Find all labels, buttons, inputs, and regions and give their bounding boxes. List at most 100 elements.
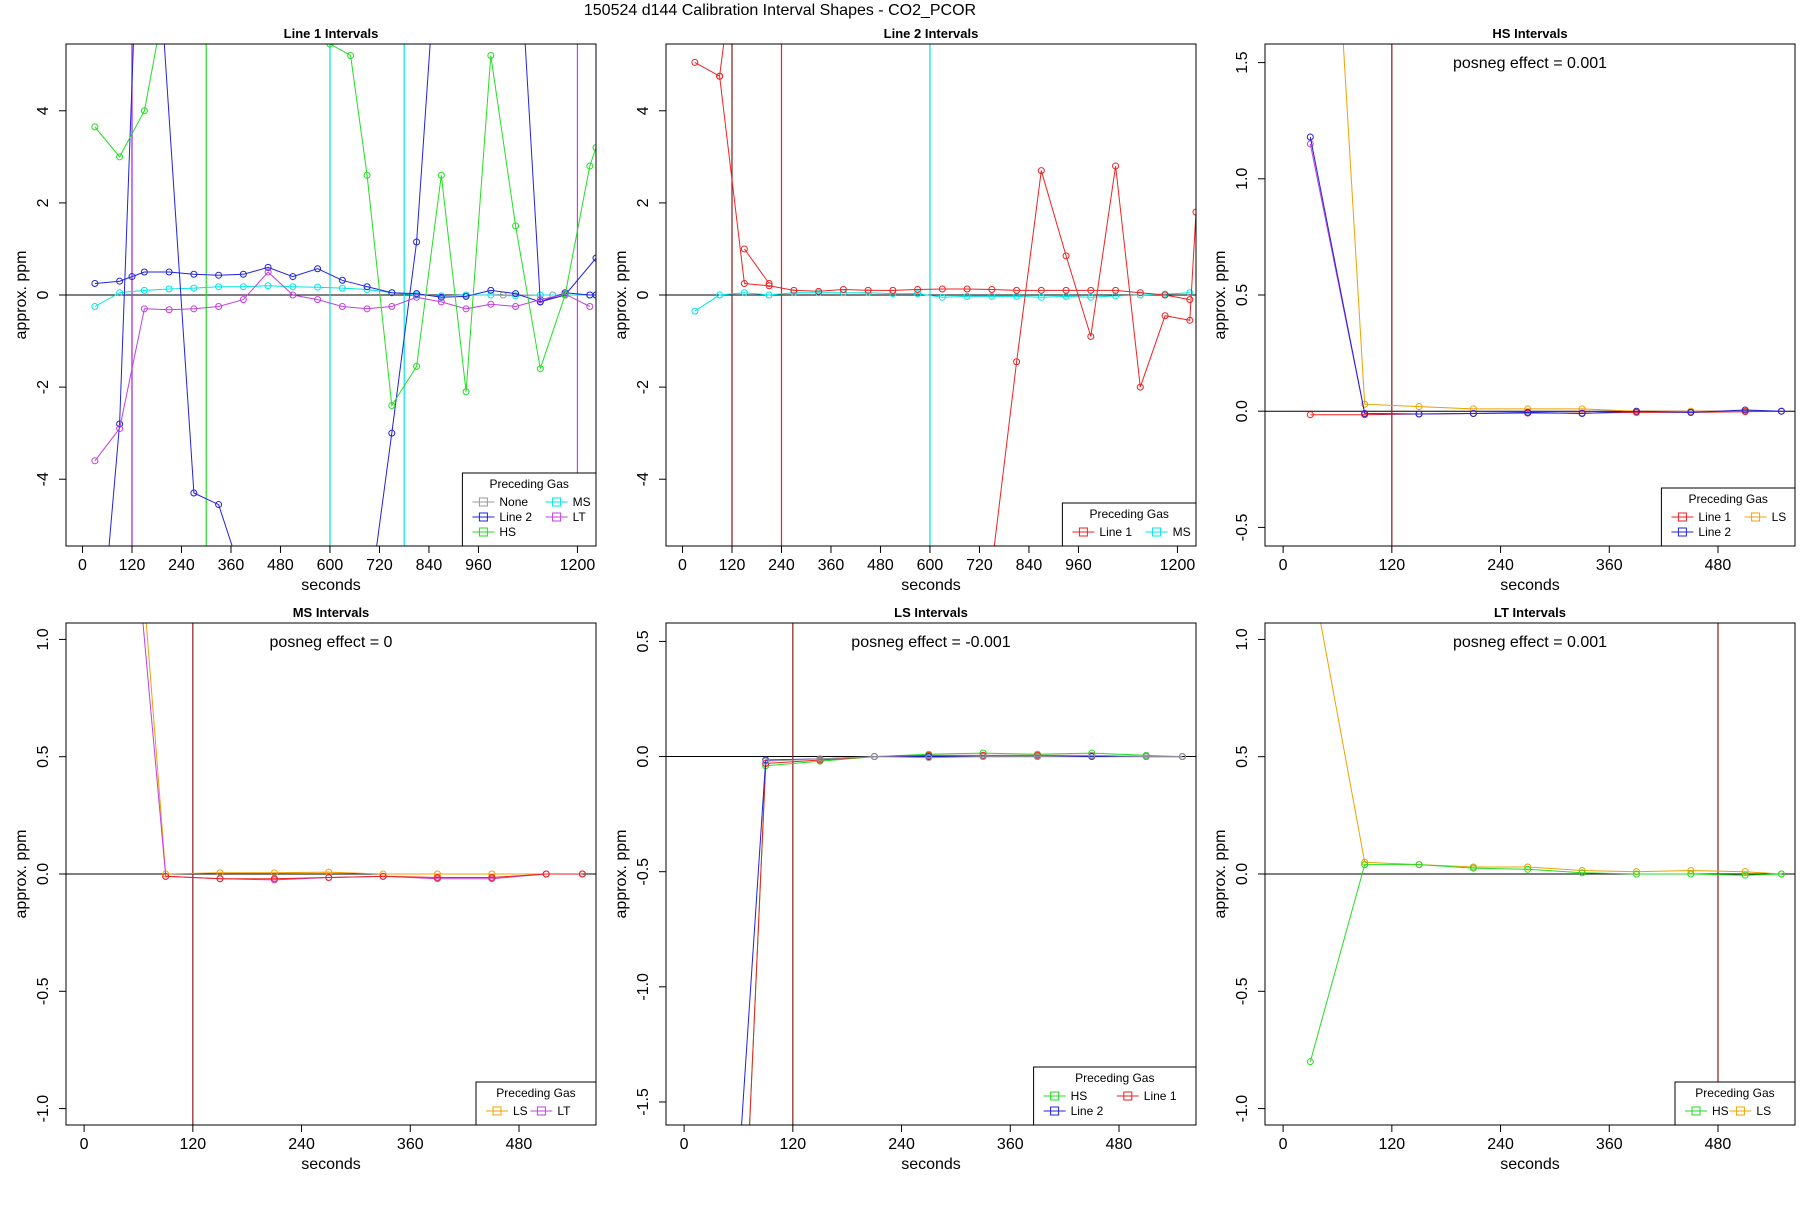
data-point [264, 282, 272, 290]
data-point [716, 72, 724, 80]
data-point [536, 298, 544, 306]
data-point [561, 291, 569, 299]
y-tick-label: -1.0 [35, 1095, 52, 1123]
data-point [91, 123, 99, 131]
data-point [740, 245, 748, 253]
panel-5: LT Intervals 0 120 240 360 480 seconds -1.0 -0.5… [1212, 605, 1796, 1173]
data-point [165, 268, 173, 276]
data-point [1306, 133, 1314, 141]
data-point [578, 870, 586, 878]
legend-box [1061, 502, 1197, 547]
y-tick-label: -0.5 [1234, 514, 1251, 542]
x-tick-label: 600 [317, 557, 344, 574]
data-point [988, 292, 996, 300]
legend: Preceding Gas None MS Line 2 LT HS [461, 472, 597, 547]
data-point [512, 290, 520, 298]
x-tick-label: 480 [1106, 1136, 1133, 1153]
data-point [1469, 410, 1477, 418]
series-line-hs [94, 44, 158, 158]
legend-swatch-marker [1677, 512, 1687, 522]
panel-title: MS Intervals [293, 605, 370, 620]
y-tick-label: -2 [35, 380, 52, 394]
data-point [1415, 410, 1423, 418]
plot-area [666, 623, 1196, 1174]
data-point [239, 296, 247, 304]
data-point [1777, 870, 1785, 878]
data-point [270, 875, 278, 883]
legend-swatch-marker [1735, 1106, 1745, 1116]
y-axis-label: approx. ppm [1212, 830, 1229, 919]
data-point [1415, 403, 1423, 411]
data-point [239, 270, 247, 278]
data-point [1306, 1058, 1314, 1066]
legend-swatch-marker [478, 497, 488, 507]
series-line-hs [749, 752, 1183, 1125]
data-point [745, 1168, 751, 1174]
data-point [388, 303, 396, 311]
legend-entry-label: Line 1 [1144, 1089, 1177, 1103]
legend-swatch-marker [1050, 1091, 1060, 1101]
data-point [1741, 871, 1749, 879]
data-point [1136, 383, 1144, 391]
series-line-line-2 [1309, 136, 1782, 415]
plot-frame [1264, 43, 1796, 547]
y-tick-label: 0 [35, 290, 52, 299]
data-point [140, 305, 148, 313]
data-point [925, 754, 933, 762]
data-point [1687, 408, 1695, 416]
x-tick-label: 480 [1705, 1136, 1732, 1153]
x-tick-label: 240 [288, 1136, 315, 1153]
legend-entry-label: HS [499, 525, 516, 539]
data-point [116, 277, 124, 285]
data-point [1361, 400, 1369, 408]
series-line-line-2 [94, 266, 596, 303]
plot-area [66, 44, 596, 712]
y-tick-label: 0.0 [635, 745, 652, 767]
y-tick-label: 0.0 [1234, 400, 1251, 422]
data-point [487, 286, 495, 294]
y-axis-label: approx. ppm [13, 830, 30, 919]
data-point [1037, 167, 1045, 175]
x-tick-label: 360 [1596, 557, 1623, 574]
plot-area [666, 44, 1196, 546]
data-point [462, 388, 470, 396]
y-tick-label: 0.0 [35, 863, 52, 885]
data-point [140, 268, 148, 276]
data-point [462, 292, 470, 300]
y-axis-label: approx. ppm [613, 251, 630, 340]
x-tick-label: 0 [678, 557, 687, 574]
panel-title: HS Intervals [1492, 26, 1567, 41]
data-point [1741, 868, 1749, 876]
y-axis-label: approx. ppm [1212, 251, 1229, 340]
data-point [1578, 866, 1586, 874]
data-point [314, 283, 322, 291]
x-tick-label: 600 [917, 557, 944, 574]
x-tick-label: 480 [1705, 557, 1732, 574]
data-point [1161, 291, 1169, 299]
data-point [745, 1168, 751, 1174]
data-point [1186, 316, 1194, 324]
data-point [790, 289, 798, 297]
legend-swatch-marker [1677, 527, 1687, 537]
data-point [1013, 286, 1021, 294]
data-point [92, 706, 98, 712]
x-tick-label: 0 [78, 557, 87, 574]
x-tick-label: 240 [888, 1136, 915, 1153]
data-point [1013, 358, 1021, 366]
data-point [437, 171, 445, 179]
data-point [963, 285, 971, 293]
series-line-line-2 [741, 756, 1183, 1125]
plot-area [66, 623, 596, 1125]
legend-title: Preceding Gas [1090, 507, 1169, 521]
data-point [914, 290, 922, 298]
data-point [592, 291, 596, 299]
data-point [347, 52, 355, 60]
data-point [1578, 410, 1586, 418]
posneg-annotation: posneg effect = 0 [270, 634, 393, 651]
legend-entry-label: MS [1173, 525, 1191, 539]
data-point [1524, 863, 1532, 871]
x-tick-label: 360 [397, 1136, 424, 1153]
data-point [1415, 861, 1423, 869]
